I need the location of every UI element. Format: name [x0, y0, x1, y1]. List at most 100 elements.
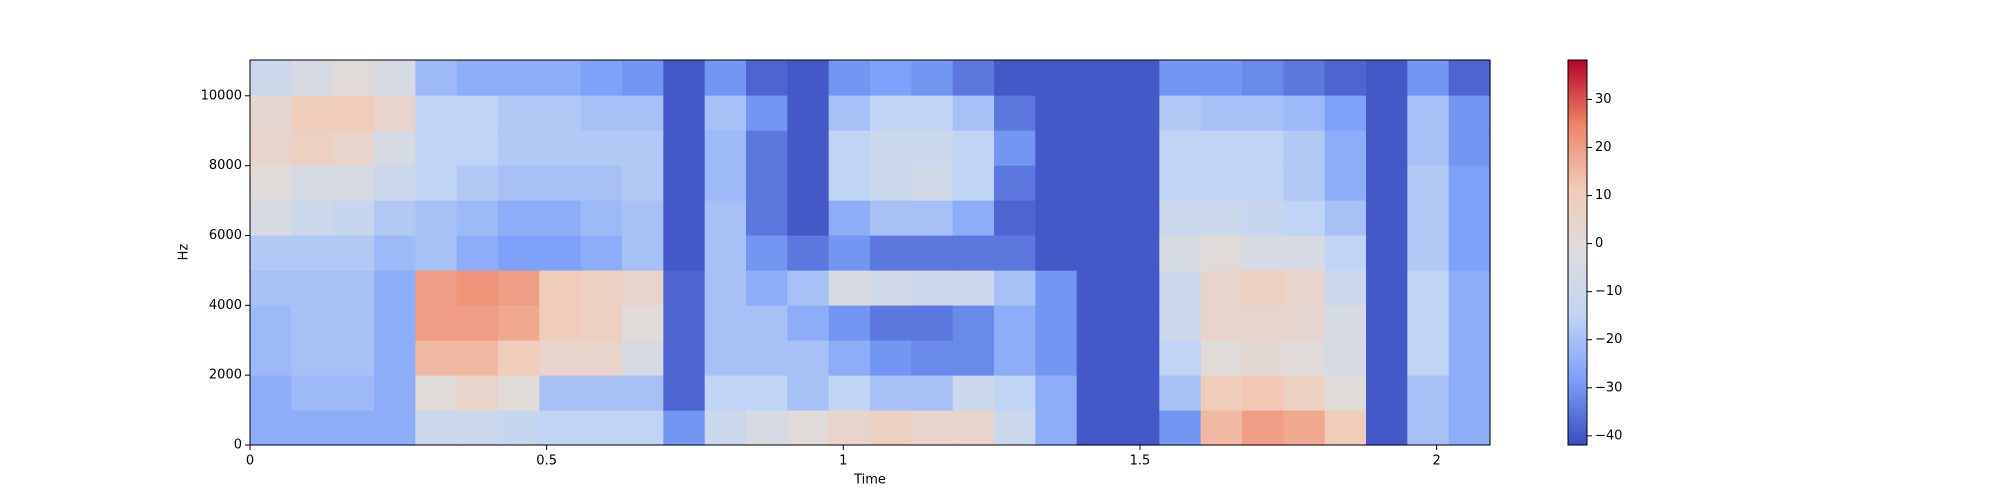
colorbar	[1567, 59, 1588, 446]
cell	[456, 270, 499, 306]
cell	[1407, 200, 1450, 236]
cell	[498, 270, 540, 306]
cell	[1448, 60, 1491, 96]
cell	[994, 305, 1036, 341]
cell	[828, 340, 871, 376]
cell	[1324, 130, 1367, 166]
cell	[787, 270, 830, 306]
cell	[580, 410, 623, 446]
cell	[415, 60, 458, 96]
cell	[415, 165, 458, 201]
cell	[787, 340, 830, 376]
cell	[580, 165, 623, 201]
x-axis-label: Time	[853, 473, 886, 488]
cell	[663, 130, 706, 166]
cell	[456, 340, 499, 376]
cell	[1200, 375, 1243, 411]
cell	[1242, 200, 1284, 236]
cell	[911, 305, 954, 341]
cell	[498, 235, 540, 271]
cell	[1407, 375, 1450, 411]
cell	[291, 270, 334, 306]
cell	[704, 95, 747, 131]
x-tick-label: 2	[1432, 454, 1440, 469]
cell	[952, 410, 995, 446]
cell	[456, 410, 499, 446]
cell	[1366, 305, 1408, 341]
cell	[1324, 375, 1367, 411]
cell	[952, 375, 995, 411]
cell	[374, 95, 416, 131]
cell	[994, 235, 1036, 271]
cell	[1448, 95, 1491, 131]
cell	[828, 130, 871, 166]
cell	[870, 60, 912, 96]
cell	[622, 305, 664, 341]
cell	[1366, 200, 1408, 236]
cell	[374, 375, 416, 411]
cell	[1118, 165, 1160, 201]
cell	[374, 305, 416, 341]
cell	[787, 200, 830, 236]
cell	[1200, 340, 1243, 376]
cell	[1035, 270, 1078, 306]
cell	[374, 340, 416, 376]
cell	[952, 165, 995, 201]
x-tick-label: 0.5	[536, 454, 557, 469]
cell	[332, 200, 375, 236]
cell	[622, 60, 664, 96]
cell	[994, 200, 1036, 236]
cell	[1366, 95, 1408, 131]
y-tick-label: 4000	[209, 298, 242, 313]
cell	[1118, 375, 1160, 411]
cell	[1118, 200, 1160, 236]
cell	[1283, 60, 1326, 96]
cell	[250, 165, 292, 201]
cell	[622, 200, 664, 236]
cell	[1448, 410, 1491, 446]
cell	[374, 130, 416, 166]
cell	[1159, 270, 1202, 306]
cell	[911, 270, 954, 306]
y-tick-label: 8000	[209, 158, 242, 173]
cell	[622, 165, 664, 201]
cell	[828, 235, 871, 271]
cell	[1200, 60, 1243, 96]
cell	[580, 375, 623, 411]
cell	[952, 130, 995, 166]
cell	[1324, 235, 1367, 271]
cell	[1076, 410, 1119, 446]
cell	[746, 200, 788, 236]
cell	[704, 305, 747, 341]
cell	[580, 130, 623, 166]
cell	[580, 200, 623, 236]
cell	[456, 130, 499, 166]
cell	[1035, 95, 1078, 131]
cell	[746, 410, 788, 446]
cell	[1035, 235, 1078, 271]
cell	[622, 410, 664, 446]
cell	[828, 305, 871, 341]
cell	[291, 375, 334, 411]
cell	[787, 95, 830, 131]
cell	[870, 235, 912, 271]
cell	[1200, 410, 1243, 446]
cell	[1159, 165, 1202, 201]
cell	[498, 95, 540, 131]
cell	[911, 375, 954, 411]
cell	[746, 375, 788, 411]
cell	[415, 305, 458, 341]
cell	[456, 95, 499, 131]
cell	[539, 305, 582, 341]
cell	[994, 165, 1036, 201]
cell	[1076, 165, 1119, 201]
cell	[580, 60, 623, 96]
cell	[1242, 60, 1284, 96]
cell	[911, 340, 954, 376]
cell	[663, 235, 706, 271]
cell	[250, 130, 292, 166]
cell	[1118, 130, 1160, 166]
cell	[1407, 95, 1450, 131]
cell	[1035, 410, 1078, 446]
cell	[911, 60, 954, 96]
